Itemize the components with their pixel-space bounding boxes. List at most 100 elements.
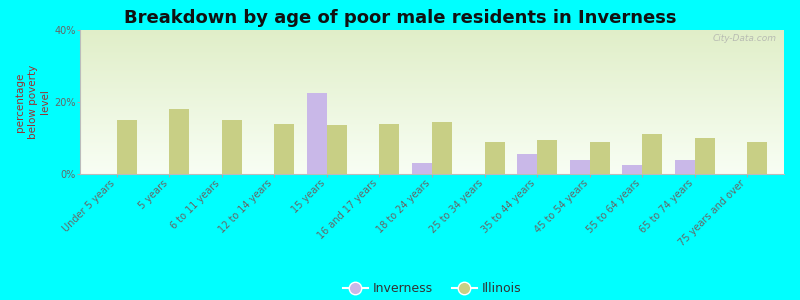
Bar (80, 61, 784, 62)
Bar (80, 150, 784, 151)
Bar (485, 142, 505, 174)
Bar (80, 156, 784, 157)
Bar (80, 77, 784, 78)
Bar (694, 138, 714, 174)
Bar (80, 101, 784, 102)
Bar (570, 160, 590, 174)
Bar (674, 160, 694, 174)
Bar (80, 122, 784, 124)
Y-axis label: percentage
below poverty
level: percentage below poverty level (15, 65, 50, 139)
Bar (80, 52, 784, 53)
Bar (80, 89, 784, 90)
Bar (80, 56, 784, 58)
Text: City-Data.com: City-Data.com (713, 34, 777, 43)
Bar (80, 113, 784, 114)
Bar (327, 125, 347, 174)
Bar (80, 36, 784, 37)
Bar (80, 118, 784, 119)
Bar (80, 53, 784, 54)
Bar (80, 71, 784, 72)
Bar (80, 163, 784, 164)
Bar (80, 58, 784, 59)
Bar (80, 102, 784, 103)
Bar (80, 79, 784, 80)
Bar (80, 172, 784, 173)
Bar (80, 73, 784, 74)
Bar (80, 103, 784, 104)
Bar (80, 47, 784, 48)
Bar (80, 30, 784, 31)
Bar (80, 31, 784, 32)
Bar (80, 152, 784, 154)
Bar (80, 109, 784, 110)
Bar (170, 109, 190, 174)
Bar (80, 169, 784, 170)
Bar (80, 66, 784, 67)
Bar (80, 110, 784, 112)
Bar (80, 38, 784, 40)
Bar (80, 162, 784, 163)
Bar (80, 72, 784, 73)
Bar (379, 124, 399, 174)
Bar (80, 112, 784, 113)
Bar (80, 104, 784, 106)
Bar (80, 65, 784, 66)
Bar (537, 140, 557, 174)
Bar (80, 90, 784, 91)
Bar (80, 96, 784, 97)
Bar (80, 142, 784, 143)
Bar (80, 55, 784, 56)
Bar (80, 43, 784, 44)
Bar (80, 70, 784, 71)
Bar (80, 108, 784, 109)
Bar (80, 34, 784, 35)
Bar (80, 138, 784, 139)
Bar (80, 32, 784, 34)
Legend: Inverness, Illinois: Inverness, Illinois (338, 277, 526, 300)
Bar (80, 114, 784, 115)
Bar (80, 97, 784, 98)
Bar (80, 166, 784, 167)
Bar (80, 127, 784, 128)
Bar (80, 155, 784, 156)
Bar (80, 124, 784, 125)
Bar (80, 116, 784, 118)
Bar (80, 170, 784, 172)
Bar (80, 126, 784, 127)
Bar (80, 74, 784, 76)
Bar (80, 158, 784, 160)
Bar (80, 106, 784, 107)
Bar (80, 167, 784, 168)
Bar (80, 54, 784, 55)
Bar (80, 164, 784, 166)
Bar (80, 40, 784, 41)
Bar (80, 149, 784, 150)
Bar (80, 82, 784, 83)
Text: Breakdown by age of poor male residents in Inverness: Breakdown by age of poor male residents … (124, 9, 676, 27)
Bar (80, 62, 784, 64)
Bar (80, 68, 784, 70)
Bar (80, 85, 784, 86)
Bar (80, 132, 784, 133)
Bar (80, 48, 784, 49)
Bar (80, 119, 784, 120)
Bar (80, 121, 784, 122)
Bar (80, 143, 784, 144)
Bar (80, 76, 784, 77)
Bar (80, 140, 784, 142)
Bar (80, 161, 784, 162)
Bar (80, 95, 784, 96)
Bar (80, 67, 784, 68)
Bar (80, 46, 784, 47)
Bar (80, 37, 784, 38)
Bar (80, 91, 784, 92)
Bar (80, 160, 784, 161)
Bar (80, 133, 784, 134)
Bar (80, 86, 784, 88)
Bar (307, 93, 327, 174)
Bar (80, 115, 784, 116)
Bar (80, 131, 784, 132)
Bar (80, 130, 784, 131)
Bar (80, 94, 784, 95)
Bar (80, 64, 784, 65)
